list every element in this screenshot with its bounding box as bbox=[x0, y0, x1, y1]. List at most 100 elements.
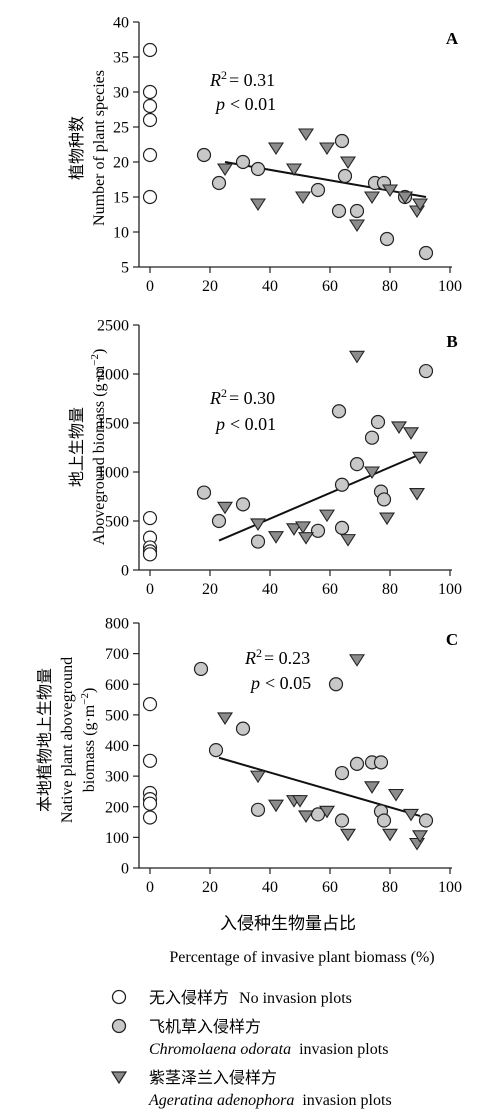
point-chrom-b bbox=[331, 404, 347, 419]
point-ager-c bbox=[267, 799, 285, 813]
y-tick-label-b: 1500 bbox=[97, 416, 129, 433]
point-ager-c bbox=[348, 654, 366, 667]
p-value-a: < 0.01 bbox=[230, 94, 276, 114]
point-ager-b bbox=[402, 427, 420, 440]
y-tick-label-b: 1000 bbox=[97, 465, 129, 482]
r2-superscript-b: 2 bbox=[221, 386, 227, 400]
y-tick-label-b: 500 bbox=[105, 514, 129, 531]
point-ager-b bbox=[285, 523, 303, 536]
point-chrom-b bbox=[250, 534, 266, 549]
ylabel-b-en-end: ) bbox=[91, 349, 108, 354]
point-chrom-c bbox=[328, 677, 344, 692]
x-tick-label-c: 40 bbox=[262, 879, 278, 896]
r2-annotation-b: R2 = 0.30 bbox=[209, 386, 275, 408]
point-ager-c bbox=[363, 781, 381, 794]
point-chrom-c bbox=[334, 765, 350, 781]
r2-value-c: = 0.23 bbox=[264, 648, 310, 668]
point-ager-c bbox=[297, 810, 315, 823]
point-chrom-c bbox=[349, 756, 365, 771]
legend-marker-ager bbox=[110, 1071, 128, 1085]
r2-symbol-c: R bbox=[244, 648, 256, 668]
legend-label-chrom-en: Chromolaena odorata invasion plots bbox=[149, 1041, 388, 1058]
y-tick-label-a: 15 bbox=[113, 190, 129, 207]
legend-ager-rest: invasion plots bbox=[302, 1092, 391, 1109]
x-tick-label-b: 20 bbox=[202, 581, 218, 598]
ylabel-b-en: Aboveground biomass (g·m−2) bbox=[89, 349, 108, 546]
point-chrom-a bbox=[211, 175, 227, 191]
point-none-b bbox=[142, 547, 158, 562]
point-ager-a bbox=[411, 198, 429, 212]
point-ager-a bbox=[267, 142, 285, 156]
point-ager-c bbox=[387, 788, 405, 802]
panel-c: 0 100 200 300 400 500 600 700 800 0 20 40 60 80 100 C R2… bbox=[105, 616, 462, 897]
legend: 无入侵样方 No invasion plots 飞机草入侵样方 Chromolae… bbox=[110, 989, 392, 1109]
y-tick-label-a: 35 bbox=[113, 50, 129, 67]
point-none-a bbox=[142, 112, 158, 128]
y-tick-label-c: 400 bbox=[105, 738, 129, 755]
point-ager-c bbox=[318, 805, 336, 819]
legend-marker-none bbox=[111, 989, 127, 1005]
ylabel-b-en-main: Aboveground biomass (g·m bbox=[91, 365, 108, 545]
p-annotation-c: p < 0.05 bbox=[249, 673, 311, 693]
point-chrom-a bbox=[250, 161, 266, 177]
ylabel-c-en2: biomass (g·m−2) bbox=[79, 688, 98, 793]
point-ager-a bbox=[339, 156, 357, 170]
point-none-c bbox=[142, 796, 158, 811]
ylabel-b-en-sup: −2 bbox=[89, 354, 101, 366]
point-chrom-c bbox=[250, 802, 266, 817]
point-none-a bbox=[142, 42, 158, 58]
y-tick-label-c: 600 bbox=[105, 677, 129, 694]
p-annotation-a: p < 0.01 bbox=[214, 94, 276, 114]
point-ager-c bbox=[216, 712, 234, 725]
point-ager-b bbox=[294, 521, 312, 534]
r2-value-a: = 0.31 bbox=[229, 70, 275, 90]
point-chrom-c bbox=[208, 742, 224, 758]
ylabel-b-cn: 地上生物量 bbox=[68, 407, 86, 487]
point-ager-b bbox=[378, 512, 396, 526]
point-none-c bbox=[142, 810, 158, 825]
x-tick-label-c: 0 bbox=[146, 879, 154, 896]
x-tick-label-a: 60 bbox=[322, 278, 338, 295]
point-ager-c bbox=[381, 828, 399, 842]
r2-superscript-a: 2 bbox=[221, 68, 227, 82]
legend-chrom-italic: Chromolaena odorata bbox=[149, 1041, 291, 1058]
y-tick-label-c: 500 bbox=[105, 707, 129, 724]
y-tick-label-c: 300 bbox=[105, 769, 129, 786]
point-ager-a bbox=[294, 191, 312, 205]
xlabel-cn: 入侵种生物量占比 bbox=[220, 914, 356, 933]
point-ager-b bbox=[363, 466, 381, 480]
p-symbol-b: p bbox=[214, 414, 225, 434]
fit-line-b bbox=[218, 453, 421, 542]
panel-label-a: A bbox=[446, 29, 459, 48]
point-ager-a bbox=[285, 163, 303, 177]
legend-label-none: 无入侵样方 No invasion plots bbox=[149, 989, 352, 1007]
point-none-a bbox=[142, 147, 158, 163]
legend-marker-chrom bbox=[111, 1018, 127, 1034]
p-symbol-a: p bbox=[214, 94, 225, 114]
point-none-c bbox=[142, 697, 158, 712]
legend-ager-italic: Ageratina adenophora bbox=[148, 1092, 294, 1109]
ylabel-c-en2-end: ) bbox=[81, 688, 98, 693]
x-tick-label-b: 100 bbox=[438, 581, 462, 598]
y-tick-label-c: 800 bbox=[105, 616, 129, 633]
p-annotation-b: p < 0.01 bbox=[214, 414, 276, 434]
point-chrom-b bbox=[376, 492, 392, 507]
point-ager-a bbox=[396, 191, 414, 205]
point-chrom-b bbox=[349, 457, 365, 472]
point-ager-a bbox=[318, 142, 336, 156]
point-none-a bbox=[142, 84, 158, 100]
point-ager-a bbox=[249, 198, 267, 212]
ylabel-c-en2-sup: −2 bbox=[79, 693, 91, 705]
point-ager-b bbox=[318, 509, 336, 523]
point-chrom-b bbox=[196, 485, 212, 500]
r2-annotation-c: R2 = 0.23 bbox=[244, 646, 310, 668]
point-ager-c bbox=[339, 828, 357, 842]
legend-label-ager-en: Ageratina adenophora invasion plots bbox=[148, 1092, 392, 1109]
p-symbol-c: p bbox=[249, 673, 260, 693]
point-ager-b bbox=[216, 501, 234, 515]
point-chrom-b bbox=[418, 363, 434, 379]
ylabel-c-cn: 本地植物地上生物量 bbox=[36, 668, 54, 812]
ylabel-c-en2-main: biomass (g·m bbox=[81, 704, 98, 792]
legend-none-en: No invasion plots bbox=[239, 990, 352, 1007]
